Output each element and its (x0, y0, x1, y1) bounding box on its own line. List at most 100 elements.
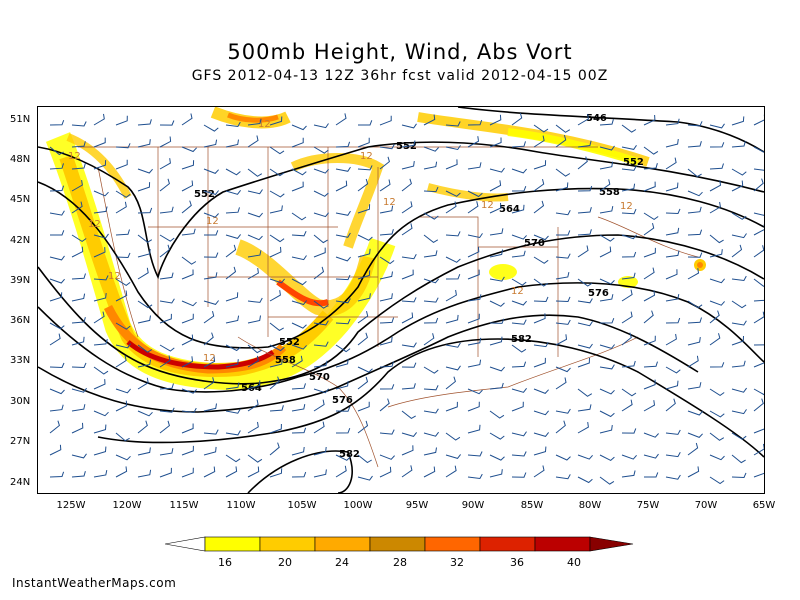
map-canvas: 546 552 552 558 564 570 576 582 552 552 … (38, 107, 764, 493)
wind-barb (511, 234, 527, 240)
lon-label-95w: 95W (405, 500, 429, 511)
wind-barb (577, 185, 593, 192)
wind-barb (511, 387, 527, 393)
wind-barb (555, 420, 566, 434)
wind-barb (445, 342, 461, 348)
wind-barb (709, 388, 725, 397)
wind-barb (467, 388, 483, 395)
wind-barb (357, 248, 371, 258)
wind-barb (467, 119, 483, 126)
wind-barb (577, 245, 589, 258)
wind-barb (621, 388, 637, 397)
wind-barb (467, 451, 483, 457)
wind-barb (489, 167, 505, 173)
wind-barb (709, 234, 724, 244)
wind-barb (181, 388, 197, 394)
wind-barb (687, 190, 703, 197)
wind-barb (401, 161, 415, 170)
wind-barb (621, 428, 637, 434)
wind-barb (709, 333, 721, 346)
wind-barb (291, 255, 307, 261)
wind-barb (313, 190, 329, 197)
wind-barb (709, 201, 721, 214)
wind-barb (225, 234, 241, 239)
wind-barb (313, 146, 329, 154)
wind-barb (291, 181, 304, 192)
wind-barb (379, 454, 395, 460)
wind-barb (467, 473, 483, 480)
wind-barb (225, 466, 238, 478)
wind-barb (49, 388, 65, 395)
wind-barb (269, 359, 283, 368)
wind-barb (423, 114, 436, 126)
wind-barb (643, 379, 656, 390)
wind-barb (71, 336, 85, 346)
wind-barb (401, 201, 413, 214)
wind-barb (71, 317, 86, 324)
wind-barb (533, 410, 549, 416)
wind-barb (225, 382, 240, 390)
wind-barb (401, 465, 413, 478)
wind-barb (313, 266, 325, 280)
wind-barb (753, 398, 764, 412)
wind-barb (511, 278, 527, 286)
wind-barb (93, 206, 108, 214)
wind-barb (511, 186, 527, 192)
wind-barb (137, 248, 151, 258)
wind-barb (401, 362, 417, 368)
lat-label-30n: 30N (10, 396, 31, 407)
wind-barb (269, 344, 285, 352)
wind-barb (93, 379, 106, 390)
wind-barb (115, 159, 128, 170)
wind-barb (489, 469, 503, 478)
wind-barb (71, 121, 87, 127)
wind-barb (599, 206, 614, 214)
vort-label: 12 (88, 219, 101, 230)
wind-barb (291, 355, 303, 368)
wind-barb (467, 269, 480, 280)
wind-barb (445, 454, 461, 459)
wind-barb (203, 332, 214, 346)
wind-barb (489, 366, 505, 372)
wind-barb (335, 406, 351, 412)
wind-barb (555, 210, 571, 216)
wind-barb (137, 207, 153, 214)
wind-barb (379, 144, 395, 150)
lon-label-100w: 100W (343, 500, 373, 511)
lon-label-105w: 105W (287, 500, 317, 511)
wind-barb (115, 252, 131, 259)
wind-barb (467, 359, 482, 368)
wind-barb (247, 189, 263, 195)
wind-barb (71, 163, 86, 170)
wind-barb (467, 313, 480, 324)
wind-barb (687, 355, 699, 368)
wind-barb (599, 454, 615, 461)
wind-barb (665, 333, 677, 346)
contour-label-546: 546 (586, 113, 607, 124)
wind-barb (159, 344, 175, 352)
contour-label-582-top: 582 (511, 334, 532, 345)
wind-barb (511, 361, 527, 368)
colorbar-label: 32 (450, 556, 464, 569)
wind-barb (115, 278, 131, 287)
wind-barb (269, 442, 280, 456)
wind-barb (247, 212, 263, 218)
wind-barb (511, 141, 526, 148)
wind-barb (159, 234, 175, 242)
wind-barb (71, 453, 87, 459)
wind-barb (555, 271, 570, 280)
wind-barb (115, 143, 131, 149)
wind-barb (401, 140, 416, 148)
wind-barb (687, 337, 701, 346)
wind-barb (93, 137, 106, 148)
wind-barb (181, 356, 194, 368)
wind-barb (423, 297, 439, 303)
wind-barb (93, 338, 108, 346)
wind-barb (181, 313, 194, 324)
wind-barb (115, 388, 131, 394)
contour-label-558-south: 558 (275, 355, 296, 366)
wind-barb (181, 228, 196, 236)
wind-barb (225, 359, 239, 368)
wind-barb (423, 408, 439, 414)
wind-barb (555, 366, 571, 373)
